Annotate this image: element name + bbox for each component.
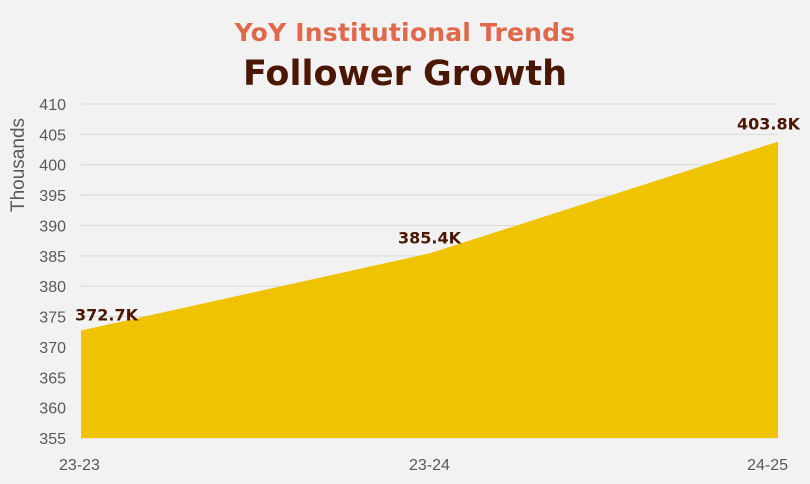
- y-tick-label-380: 380: [39, 279, 66, 296]
- y-tick-label-370: 370: [39, 340, 66, 357]
- data-label-2: 403.8K: [737, 115, 801, 134]
- y-tick-label-360: 360: [39, 401, 66, 418]
- chart-subtitle: YoY Institutional Trends: [234, 18, 576, 47]
- x-tick-label-24-25: 24-25: [747, 457, 788, 474]
- y-tick-label-395: 395: [39, 188, 66, 205]
- y-tick-label-405: 405: [39, 127, 66, 144]
- y-tick-label-375: 375: [39, 310, 66, 327]
- data-label-0: 372.7K: [75, 306, 139, 325]
- x-tick-label-23-24: 23-24: [409, 457, 450, 474]
- y-tick-label-390: 390: [39, 218, 66, 235]
- chart-title: Follower Growth: [242, 54, 568, 94]
- y-tick-label-400: 400: [39, 158, 66, 175]
- y-tick-label-355: 355: [39, 431, 66, 448]
- y-tick-label-410: 410: [39, 97, 66, 114]
- y-axis-label: Thousands: [8, 118, 29, 212]
- x-tick-label-23-23: 23-23: [59, 457, 100, 474]
- area-series: [81, 141, 778, 438]
- y-tick-label-365: 365: [39, 370, 66, 387]
- y-tick-label-385: 385: [39, 249, 66, 266]
- data-label-1: 385.4K: [398, 228, 462, 247]
